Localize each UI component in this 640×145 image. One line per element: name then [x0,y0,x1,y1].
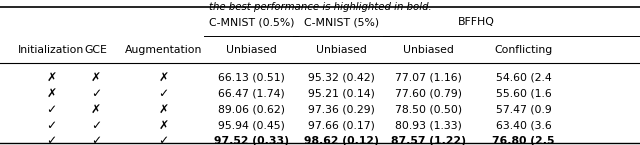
Text: Unbiased: Unbiased [316,45,367,55]
Text: 97.66 (0.17): 97.66 (0.17) [308,120,374,130]
Text: Conflicting: Conflicting [494,45,553,55]
Text: 66.13 (0.51): 66.13 (0.51) [218,73,285,83]
Text: ✗: ✗ [46,71,56,84]
Text: C-MNIST (0.5%): C-MNIST (0.5%) [209,18,294,27]
Text: 87.57 (1.22): 87.57 (1.22) [391,136,467,145]
Text: ✓: ✓ [46,103,56,116]
Text: Initialization: Initialization [18,45,84,55]
Text: ✗: ✗ [158,119,168,132]
Text: 77.07 (1.16): 77.07 (1.16) [396,73,462,83]
Text: the best performance is highlighted in bold.: the best performance is highlighted in b… [209,2,431,12]
Text: 66.47 (1.74): 66.47 (1.74) [218,89,285,98]
Text: 63.40 (3.6: 63.40 (3.6 [495,120,552,130]
Text: BFFHQ: BFFHQ [458,18,495,27]
Text: ✗: ✗ [91,71,101,84]
Text: ✗: ✗ [91,103,101,116]
Text: GCE: GCE [84,45,108,55]
Text: 76.80 (2.5: 76.80 (2.5 [492,136,555,145]
Text: 55.60 (1.6: 55.60 (1.6 [495,89,552,98]
Text: 95.21 (0.14): 95.21 (0.14) [308,89,374,98]
Text: ✓: ✓ [46,119,56,132]
Text: 80.93 (1.33): 80.93 (1.33) [396,120,462,130]
Text: 54.60 (2.4: 54.60 (2.4 [495,73,552,83]
Text: 89.06 (0.62): 89.06 (0.62) [218,105,285,114]
Text: 57.47 (0.9: 57.47 (0.9 [495,105,552,114]
Text: 78.50 (0.50): 78.50 (0.50) [396,105,462,114]
Text: 98.62 (0.12): 98.62 (0.12) [304,136,378,145]
Text: 77.60 (0.79): 77.60 (0.79) [396,89,462,98]
Text: ✓: ✓ [46,134,56,145]
Text: ✓: ✓ [91,87,101,100]
Text: ✗: ✗ [46,87,56,100]
Text: ✓: ✓ [91,134,101,145]
Text: 97.36 (0.29): 97.36 (0.29) [308,105,374,114]
Text: ✗: ✗ [158,103,168,116]
Text: 97.52 (0.33): 97.52 (0.33) [214,136,289,145]
Text: Augmentation: Augmentation [125,45,202,55]
Text: ✗: ✗ [158,71,168,84]
Text: 95.94 (0.45): 95.94 (0.45) [218,120,285,130]
Text: ✓: ✓ [158,134,168,145]
Text: ✓: ✓ [158,87,168,100]
Text: Unbiased: Unbiased [403,45,454,55]
Text: C-MNIST (5%): C-MNIST (5%) [303,18,379,27]
Text: Unbiased: Unbiased [226,45,277,55]
Text: ✓: ✓ [91,119,101,132]
Text: 95.32 (0.42): 95.32 (0.42) [308,73,374,83]
